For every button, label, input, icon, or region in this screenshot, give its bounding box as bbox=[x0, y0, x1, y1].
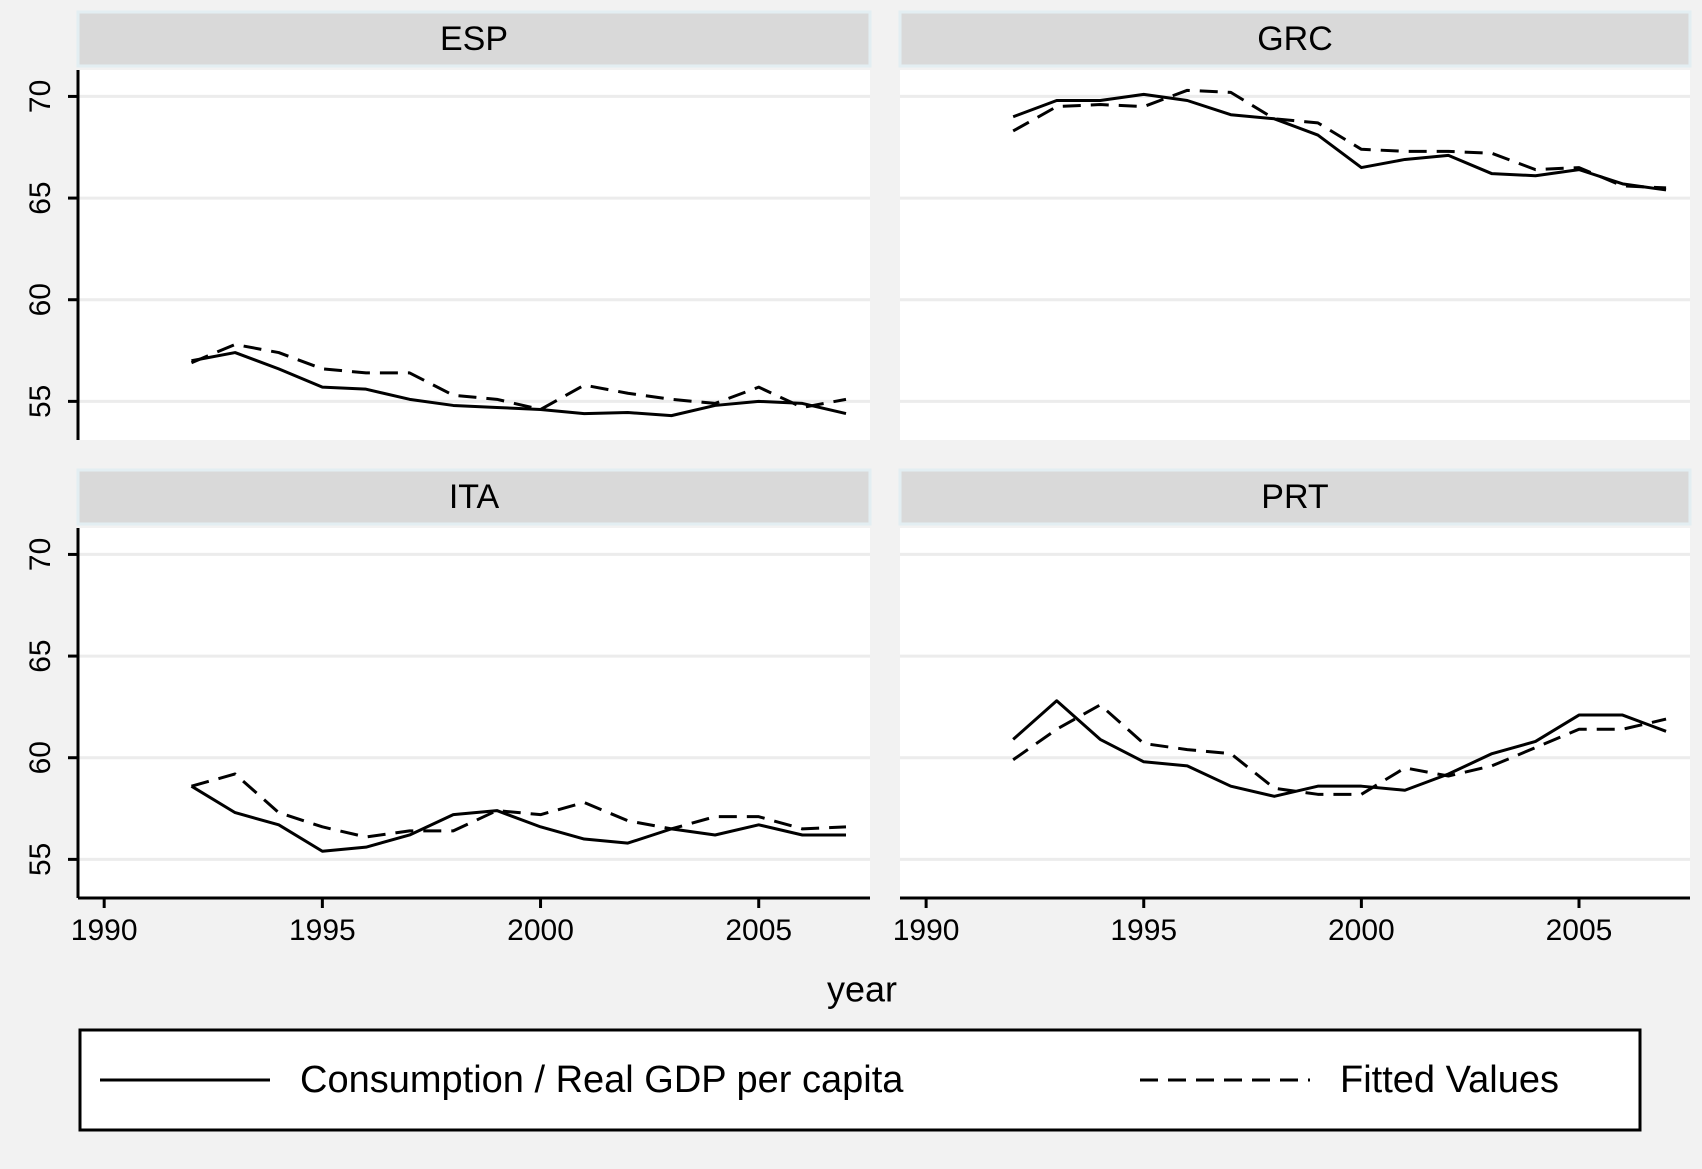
legend bbox=[78, 1028, 1642, 1132]
y-tick-label: 65 bbox=[24, 639, 57, 672]
x-tick-label: 2000 bbox=[507, 914, 574, 947]
x-tick-label: 1995 bbox=[1110, 914, 1177, 947]
series-line bbox=[190, 342, 847, 412]
panel-strip bbox=[76, 468, 872, 526]
x-tick-label: 1990 bbox=[71, 914, 138, 947]
panel-title: ITA bbox=[449, 478, 500, 516]
panel-strip bbox=[898, 10, 1692, 68]
x-axis-label: year bbox=[827, 969, 897, 1010]
panel-title: ESP bbox=[440, 20, 508, 58]
plot-area bbox=[78, 528, 870, 898]
y-tick-label: 65 bbox=[24, 181, 57, 214]
series-line bbox=[1012, 703, 1667, 796]
series-line bbox=[1012, 88, 1667, 190]
x-tick-label: 2000 bbox=[1328, 914, 1395, 947]
series-line bbox=[1012, 699, 1667, 798]
y-tick-label: 70 bbox=[24, 538, 57, 571]
x-tick-label: 1995 bbox=[289, 914, 356, 947]
y-tick-label: 55 bbox=[24, 385, 57, 418]
y-tick-label: 70 bbox=[24, 80, 57, 113]
panel-title: GRC bbox=[1257, 20, 1333, 58]
panel-strip bbox=[76, 10, 872, 68]
y-tick-label: 55 bbox=[24, 843, 57, 876]
plot-area bbox=[78, 70, 870, 440]
series-line bbox=[191, 772, 847, 839]
series-line bbox=[190, 784, 846, 853]
x-tick-label: 1990 bbox=[893, 914, 960, 947]
plot-area bbox=[900, 70, 1690, 440]
y-tick-label: 60 bbox=[24, 741, 57, 774]
x-tick-label: 2005 bbox=[1546, 914, 1613, 947]
legend-label: Consumption / Real GDP per capita bbox=[300, 1059, 904, 1101]
panel-strip bbox=[898, 468, 1692, 526]
panel-title: PRT bbox=[1261, 478, 1328, 516]
series-line bbox=[1012, 92, 1667, 192]
legend-label: Fitted Values bbox=[1340, 1059, 1559, 1101]
series-line bbox=[191, 351, 847, 418]
x-tick-label: 2005 bbox=[725, 914, 792, 947]
plot-area bbox=[900, 528, 1690, 898]
y-tick-label: 60 bbox=[24, 283, 57, 316]
